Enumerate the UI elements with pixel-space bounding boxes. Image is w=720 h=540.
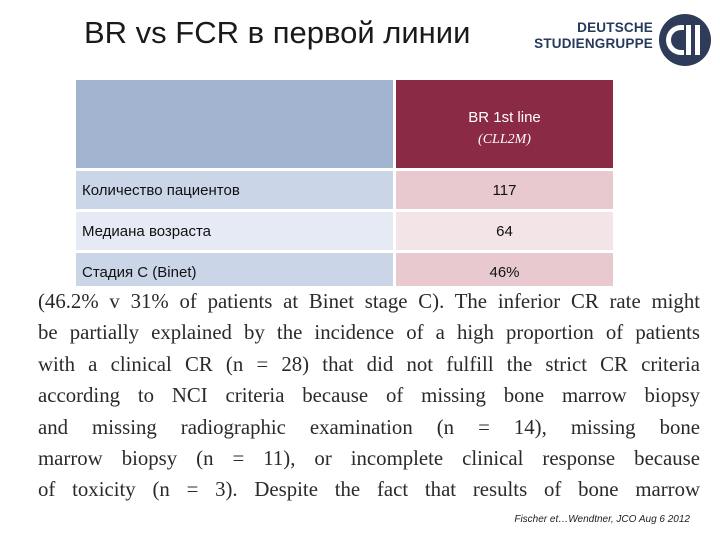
logo-mark-icon [659,14,711,66]
excerpt-line: (46.2% v 31% of patients at Binet stage … [38,290,700,313]
row-label: Стадия C (Binet) [76,250,396,291]
excerpt-line: of toxicity (n = 3). Despite the fact th… [38,478,700,502]
row-value: 64 [396,209,613,250]
excerpt-line: marrow biopsy (n = 11), or incomplete cl… [38,446,700,470]
table-row: Стадия C (Binet) 46% [76,250,613,291]
row-label: Количество пациентов [76,168,396,209]
citation: Fischer et…Wendtner, JCO Aug 6 2012 [514,514,690,525]
table-header-empty-cell [76,80,396,168]
excerpt-line: according to NCI criteria because of mis… [38,384,700,408]
table-row: Количество пациентов 117 [76,168,613,209]
logo-mark-arc [666,25,684,55]
excerpt-line: be partially explained by the incidence … [38,321,700,345]
logo-text: DEUTSCHE STUDIENGRUPPE [534,20,653,52]
paper-excerpt: (46.2% v 31% of patients at Binet stage … [38,286,700,504]
excerpt-line: and missing radiographic examination (n … [38,415,700,439]
row-value: 46% [396,250,613,291]
logo-line-2: STUDIENGRUPPE [534,36,653,51]
table-header-row: BR 1st line (CLL2M) [76,80,613,168]
dcllsg-logo: DEUTSCHE STUDIENGRUPPE [534,14,715,68]
slide-title: BR vs FCR в первой линии [84,15,471,50]
logo-mark-stroke-1 [686,25,691,55]
comparison-table: BR 1st line (CLL2M) Количество пациентов… [76,80,613,291]
logo-mark-stroke-2 [695,25,700,55]
logo-line-1: DEUTSCHE [577,20,653,35]
table-header-br-cell: BR 1st line (CLL2M) [396,80,613,168]
row-label: Медиана возраста [76,209,396,250]
row-value: 117 [396,168,613,209]
header-trial-name: (CLL2M) [478,131,531,147]
excerpt-line: with a clinical CR (n = 28) that did not… [38,352,700,376]
header-br-first-line: BR 1st line [468,108,541,126]
table-row: Медиана возраста 64 [76,209,613,250]
